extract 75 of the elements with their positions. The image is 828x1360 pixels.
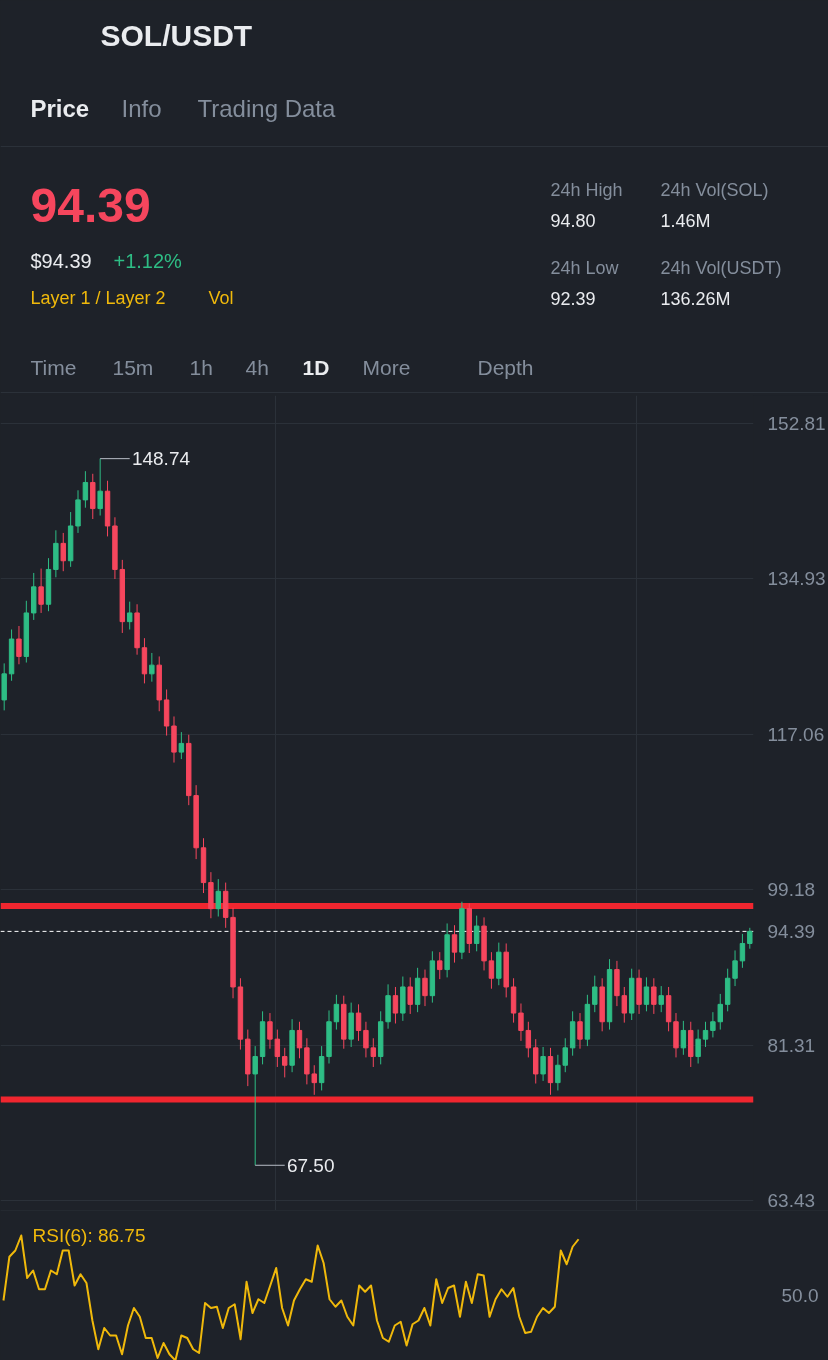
candlestick: [267, 1012, 273, 1050]
annotation: 67.50: [286, 1154, 335, 1176]
candlestick: [363, 1021, 369, 1058]
text: 136.26M: [660, 288, 731, 309]
text: Info: [121, 95, 162, 122]
text: $94.39: [30, 249, 92, 272]
candlestick: [643, 976, 650, 1012]
candlestick: [274, 1029, 281, 1068]
text: SOL/USDT: [100, 19, 253, 52]
text: Depth: [477, 356, 534, 379]
candlestick: [680, 1020, 687, 1056]
candlestick: [311, 1064, 317, 1096]
ref-line-label: 94.39: [767, 920, 816, 942]
y-tick-label: 63.43: [767, 1190, 816, 1212]
text: Price: [30, 95, 90, 122]
y-tick-label: 81.31: [767, 1034, 816, 1056]
candlestick: [97, 458, 103, 517]
candlestick: [215, 878, 221, 918]
text: Trading Data: [197, 95, 336, 122]
candlestick: [178, 731, 185, 760]
candlestick: [437, 951, 443, 980]
candlestick: [333, 994, 340, 1031]
candlestick: [621, 986, 628, 1024]
candlestick: [451, 924, 458, 964]
candlestick: [282, 1047, 288, 1078]
text: 24h High: [550, 179, 623, 200]
candlestick: [149, 652, 155, 683]
candlestick: [540, 1046, 546, 1082]
y-tick-label: 99.18: [767, 879, 816, 901]
y-tick-label: 117.06: [767, 723, 825, 745]
text: 94.39: [30, 179, 151, 232]
text: +1.12%: [113, 249, 183, 272]
candlestick: [739, 933, 746, 969]
candlestick: [38, 568, 44, 614]
text: 1h: [189, 356, 213, 379]
candlestick: [658, 985, 664, 1013]
text: 1.46M: [660, 210, 711, 231]
candlestick: [592, 975, 598, 1013]
candlestick: [747, 927, 753, 950]
candlestick: [296, 1021, 303, 1059]
candlestick: [392, 986, 399, 1024]
text: 24h Low: [550, 257, 620, 278]
candlestick: [473, 915, 480, 952]
candlestick: [577, 1012, 583, 1050]
chart-title: RSI(6): 86.75: [32, 1225, 146, 1246]
text: Vol: [208, 287, 234, 308]
candlestick: [702, 1021, 709, 1048]
candlestick: [555, 1054, 561, 1091]
y-tick-label: 152.81: [767, 412, 826, 434]
text: 24h Vol(USDT): [660, 257, 782, 278]
text: More: [362, 356, 411, 379]
text: Layer 1 / Layer 2: [30, 287, 166, 308]
candlestick: [422, 969, 428, 1007]
candlestick: [60, 532, 66, 572]
text: 50.0: [781, 1285, 819, 1306]
candlestick: [126, 601, 133, 630]
y-tick-label: 134.93: [767, 568, 826, 590]
candlestick: [488, 951, 495, 990]
candlestick: [695, 1029, 701, 1064]
candlestick: [651, 977, 657, 1015]
candlestick: [407, 976, 413, 1015]
text: 92.39: [550, 289, 596, 309]
candlestick: [370, 1037, 377, 1068]
candlestick: [82, 470, 89, 509]
text: 24h Vol(SOL): [660, 179, 769, 200]
text: 4h: [245, 356, 269, 379]
text: 1D: [302, 356, 330, 379]
text: Time: [30, 356, 77, 379]
text: 94.80: [550, 211, 596, 231]
annotation: 148.74: [131, 448, 191, 470]
text: 15m: [112, 356, 154, 379]
candlestick: [16, 625, 22, 665]
candlestick: [355, 1003, 362, 1042]
candlestick: [252, 1045, 258, 1166]
candlestick: [562, 1037, 568, 1073]
